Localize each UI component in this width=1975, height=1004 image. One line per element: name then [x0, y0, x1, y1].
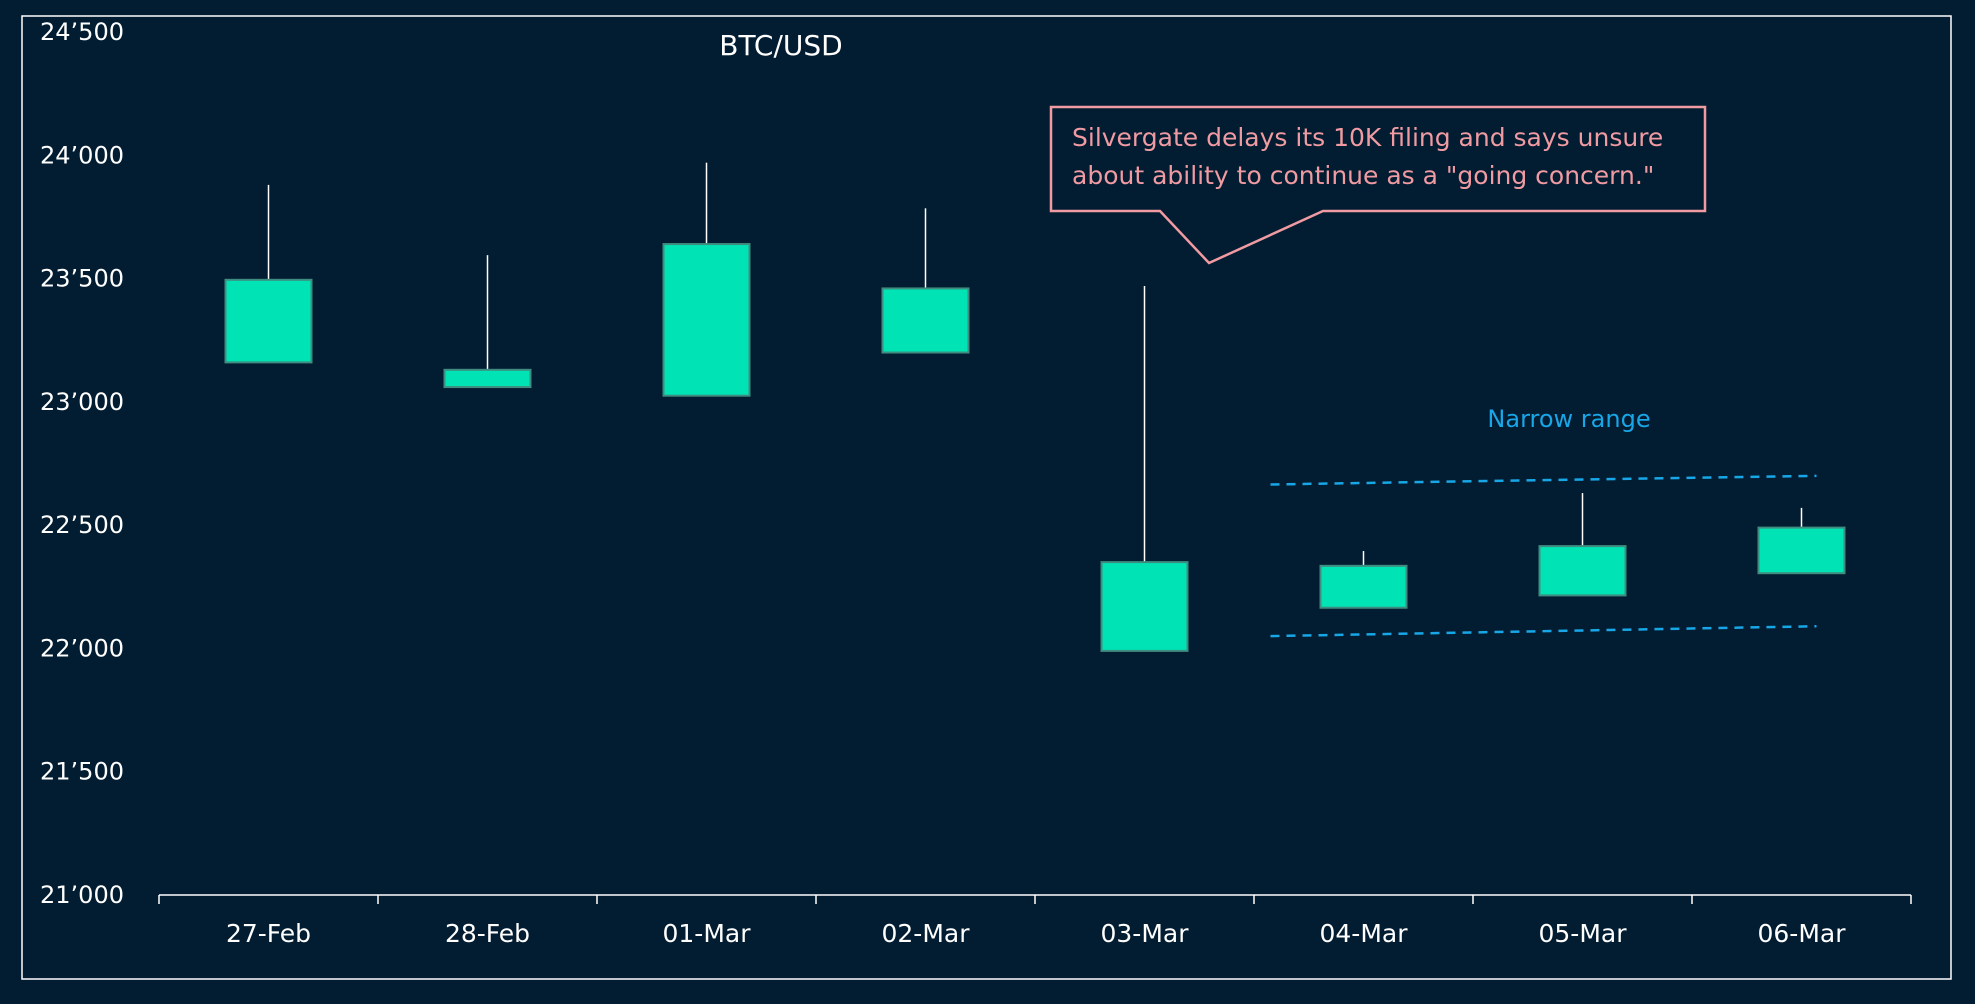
annotation-text-line: Silvergate delays its 10K filing and say…	[1072, 123, 1663, 152]
x-tick-label: 01-Mar	[662, 919, 751, 948]
x-tick-label: 03-Mar	[1100, 919, 1189, 948]
y-axis: 21’000 21’500 22’000 22’500 23’000 23’500 24’0…	[40, 18, 124, 909]
candle-body	[1319, 564, 1408, 609]
y-tick-label: 22’500	[40, 511, 124, 539]
x-tick-label: 02-Mar	[881, 919, 970, 948]
annotation-callout-box	[1049, 105, 1707, 265]
chart-frame	[21, 15, 1952, 980]
candle-body	[1538, 545, 1627, 597]
range-lower-line	[1270, 624, 1817, 638]
narrow-range-label: Narrow range	[1487, 405, 1650, 433]
y-tick-label: 23’000	[40, 388, 124, 416]
annotation: Silvergate delays its 10K filing and say…	[1049, 105, 1707, 265]
candles	[224, 162, 1846, 652]
x-tick-label: 05-Mar	[1538, 919, 1627, 948]
y-tick-label: 21’500	[40, 758, 124, 786]
candle-body	[662, 243, 751, 397]
y-tick-label: 22’000	[40, 634, 124, 662]
narrow-range-lines	[1270, 474, 1817, 638]
x-tick-label: 28-Feb	[445, 919, 530, 948]
candle-body	[443, 368, 532, 389]
chart-title: BTC/USD	[719, 29, 842, 62]
candle-body	[1100, 561, 1189, 652]
y-tick-label: 23’500	[40, 265, 124, 293]
x-tick-label: 04-Mar	[1319, 919, 1408, 948]
x-axis: 27-Feb 28-Feb 01-Mar 02-Mar 03-Mar 04-Mar 05-M…	[158, 894, 1912, 948]
x-tick-label: 27-Feb	[226, 919, 311, 948]
range-upper-line	[1270, 474, 1817, 486]
annotation-text-line: about ability to continue as a "going co…	[1072, 161, 1654, 190]
y-tick-label: 24’500	[40, 18, 124, 46]
candle-body	[224, 278, 313, 364]
candle-body	[1757, 526, 1846, 575]
x-tick-label: 06-Mar	[1757, 919, 1846, 948]
candle-body	[881, 287, 970, 354]
y-tick-label: 24’000	[40, 141, 124, 169]
y-tick-label: 21’000	[40, 881, 124, 909]
